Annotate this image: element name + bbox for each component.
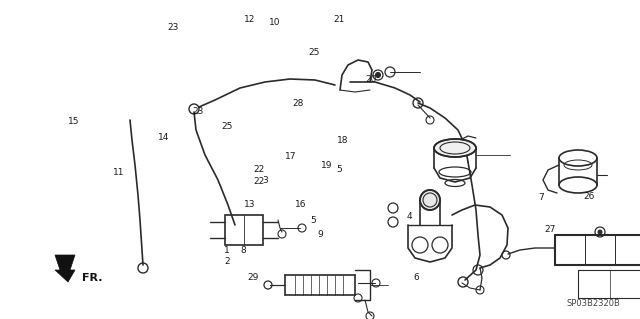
Circle shape <box>376 72 381 78</box>
Text: 1: 1 <box>225 246 230 255</box>
Text: 15: 15 <box>68 117 79 126</box>
Text: 10: 10 <box>269 18 281 27</box>
Text: 17: 17 <box>285 152 297 161</box>
Text: 3: 3 <box>263 176 268 185</box>
Text: 5: 5 <box>311 216 316 225</box>
Text: 22: 22 <box>253 165 265 174</box>
Ellipse shape <box>434 139 476 157</box>
Text: SP03B2320B: SP03B2320B <box>566 299 620 308</box>
Text: 26: 26 <box>583 192 595 201</box>
Text: 18: 18 <box>337 136 348 145</box>
Text: 29: 29 <box>247 273 259 282</box>
Circle shape <box>598 230 602 234</box>
Text: 9: 9 <box>317 230 323 239</box>
Text: 5: 5 <box>337 165 342 174</box>
Text: 13: 13 <box>244 200 255 209</box>
Text: 25: 25 <box>221 122 233 130</box>
Polygon shape <box>55 255 75 282</box>
Text: 11: 11 <box>113 168 124 177</box>
Bar <box>578 270 640 298</box>
Ellipse shape <box>420 190 440 210</box>
Text: 25: 25 <box>308 48 319 57</box>
Bar <box>225 215 263 245</box>
Text: 12: 12 <box>244 15 255 24</box>
Text: 8: 8 <box>241 246 246 255</box>
Text: FR.: FR. <box>82 273 102 283</box>
Text: 7: 7 <box>538 193 543 202</box>
Text: 20: 20 <box>365 75 377 84</box>
Text: 22: 22 <box>253 177 265 186</box>
Text: 27: 27 <box>545 225 556 234</box>
Text: 19: 19 <box>321 161 332 170</box>
Text: 4: 4 <box>407 212 412 221</box>
Text: 21: 21 <box>333 15 345 24</box>
Text: 16: 16 <box>295 200 307 209</box>
Text: 23: 23 <box>167 23 179 32</box>
Text: 14: 14 <box>157 133 169 142</box>
Text: 23: 23 <box>193 107 204 116</box>
Text: 28: 28 <box>292 99 303 108</box>
Text: 6: 6 <box>413 273 419 282</box>
Text: 2: 2 <box>225 257 230 266</box>
